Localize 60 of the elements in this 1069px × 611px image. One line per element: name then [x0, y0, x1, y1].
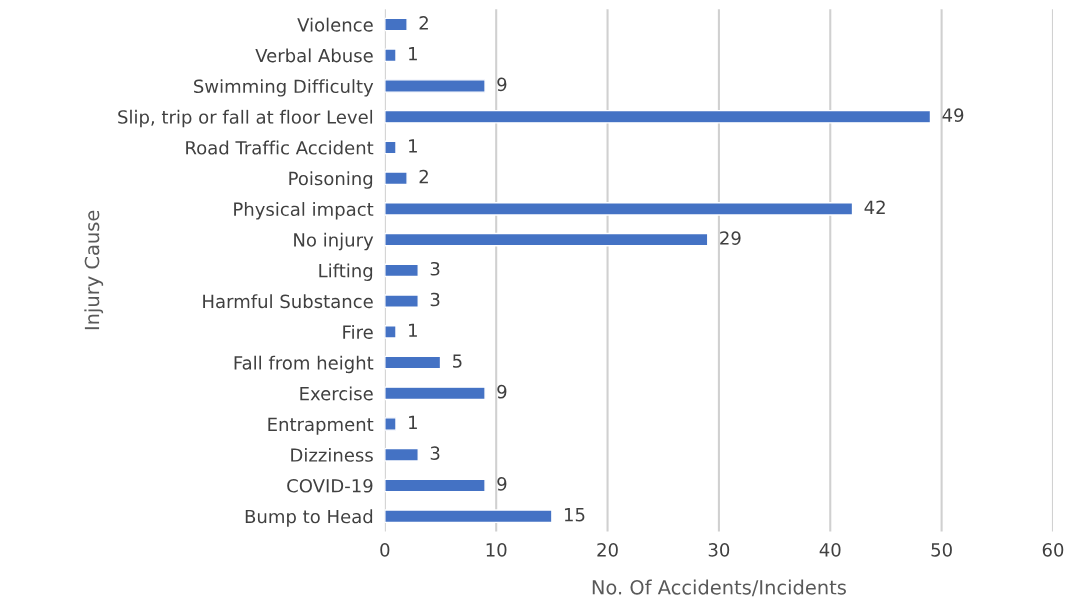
data-label: 1 — [409, 415, 417, 429]
y-tick-label: Fire — [343, 324, 373, 339]
x-tick-label: 0 — [380, 543, 390, 557]
y-tick-label: Harmful Substance — [203, 294, 373, 309]
data-label: 3 — [430, 292, 440, 307]
y-tick-label: Slip, trip or fall at floor Level — [118, 109, 373, 128]
y-tick-label: Verbal Abuse — [255, 48, 373, 63]
data-label: 1 — [409, 323, 417, 337]
bar — [384, 109, 932, 124]
data-label: 2 — [419, 169, 428, 184]
bar — [384, 232, 709, 247]
y-tick-label: Dizziness — [291, 447, 373, 462]
y-tick-label: Entrapment — [268, 417, 374, 435]
data-label: 9 — [497, 477, 507, 491]
x-tick-label: 40 — [819, 543, 841, 557]
data-label: 3 — [430, 261, 440, 276]
x-tick-label: 20 — [597, 543, 618, 557]
bar — [384, 140, 397, 155]
bar — [384, 324, 397, 339]
bar — [384, 202, 854, 216]
bar — [384, 478, 486, 493]
data-label: 3 — [430, 446, 440, 460]
bar — [384, 447, 419, 462]
bar — [384, 79, 486, 93]
y-tick-label: No injury — [294, 232, 374, 251]
data-label: 49 — [942, 108, 964, 122]
y-tick-label: Violence — [297, 17, 373, 32]
data-label: 42 — [864, 200, 885, 214]
y-tick-label: Swimming Difficulty — [194, 79, 374, 97]
bar — [384, 355, 442, 370]
x-axis-title: No. Of Accidents/Incidents — [592, 579, 846, 597]
bar — [384, 509, 553, 524]
bar — [384, 294, 419, 308]
y-tick-label: Bump to Head — [245, 509, 373, 527]
data-label: 9 — [497, 384, 507, 399]
data-label: 29 — [720, 231, 741, 245]
x-tick-label: 60 — [1042, 543, 1064, 557]
y-tick-label: Poisoning — [289, 171, 373, 189]
x-tick-label: 50 — [931, 543, 952, 557]
y-axis-title: Injury Cause — [84, 210, 104, 330]
x-tick-label: 30 — [708, 543, 730, 557]
bar — [384, 263, 419, 278]
y-tick-label: COVID-19 — [287, 478, 373, 493]
bar — [384, 171, 408, 186]
bar — [384, 48, 397, 63]
bar — [384, 386, 486, 401]
y-tick-label: Lifting — [319, 263, 373, 281]
y-tick-label: Physical impact — [234, 202, 374, 220]
bar — [384, 417, 397, 431]
data-label: 1 — [409, 47, 417, 61]
y-tick-label: Road Traffic Accident — [186, 140, 374, 155]
bar — [384, 17, 408, 32]
data-label: 9 — [497, 77, 507, 92]
y-tick-label: Fall from height — [234, 355, 374, 374]
y-tick-label: Exercise — [300, 386, 373, 401]
data-label: 1 — [409, 139, 417, 153]
x-tick-label: 10 — [486, 543, 507, 557]
data-label: 15 — [564, 508, 585, 522]
data-label: 5 — [453, 354, 462, 368]
data-label: 2 — [419, 16, 428, 30]
